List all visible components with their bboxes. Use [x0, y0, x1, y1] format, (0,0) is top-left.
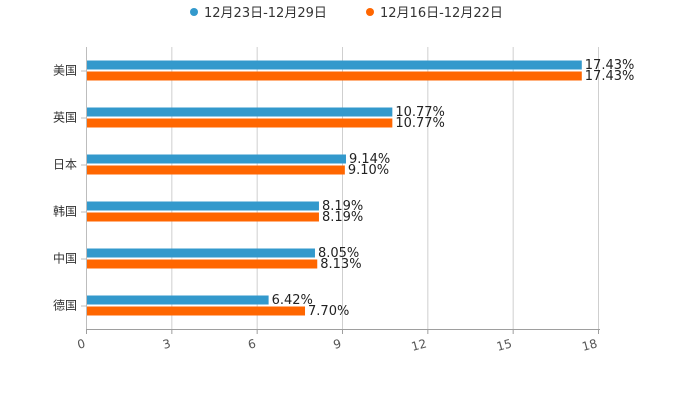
legend[interactable]: 12月23日-12月29日 12月16日-12月22日	[190, 6, 503, 21]
bar[interactable]	[87, 295, 269, 305]
legend-label: 12月16日-12月22日	[380, 6, 503, 21]
bar[interactable]	[87, 71, 582, 81]
bar[interactable]	[87, 259, 318, 269]
legend-swatch	[190, 8, 198, 16]
bar-value-label: 8.19%	[322, 199, 363, 214]
x-tick-label: 6	[246, 336, 257, 352]
category-label: 韩国	[53, 204, 77, 219]
category-label: 日本	[53, 158, 77, 172]
bar-value-label: 17.43%	[585, 58, 635, 73]
bar[interactable]	[87, 306, 306, 316]
category-label: 德国	[53, 298, 77, 313]
bar-value-label: 10.77%	[395, 105, 445, 120]
x-tick-label: 0	[76, 336, 87, 352]
bar-value-label: 10.77%	[395, 116, 445, 131]
bar[interactable]	[87, 212, 319, 222]
category-label: 中国	[53, 251, 77, 266]
bar-value-label: 8.13%	[320, 257, 361, 272]
x-tick-label: 9	[332, 336, 343, 352]
x-tick-label: 18	[580, 336, 598, 353]
bar-value-label: 9.14%	[349, 152, 390, 167]
bar-value-label: 17.43%	[585, 69, 635, 84]
category-label: 美国	[53, 64, 77, 78]
x-tick-label: 15	[495, 336, 513, 353]
x-tick-label: 3	[161, 336, 172, 352]
bar-value-label: 6.42%	[272, 293, 313, 308]
bar-value-label: 8.19%	[322, 210, 363, 225]
bar[interactable]	[87, 248, 315, 258]
bar[interactable]	[87, 118, 393, 128]
bar-value-label: 9.10%	[348, 163, 389, 178]
bar[interactable]	[87, 60, 582, 70]
bar[interactable]	[87, 107, 393, 117]
legend-label: 12月23日-12月29日	[204, 6, 327, 21]
grid-lines	[171, 47, 599, 329]
legend-item[interactable]: 12月23日-12月29日	[190, 6, 327, 21]
bar-value-label: 7.70%	[308, 304, 349, 319]
bar[interactable]	[87, 154, 346, 164]
category-label: 英国	[53, 111, 77, 125]
legend-swatch	[366, 8, 374, 16]
x-tick-label: 12	[410, 336, 428, 353]
bar[interactable]	[87, 201, 319, 211]
data-labels: 17.43%17.43%10.77%10.77%9.14%9.10%8.19%8…	[272, 58, 635, 319]
legend-item[interactable]: 12月16日-12月22日	[366, 6, 503, 21]
bar-value-label: 8.05%	[318, 246, 359, 261]
bar[interactable]	[87, 165, 345, 175]
bars	[87, 60, 582, 316]
